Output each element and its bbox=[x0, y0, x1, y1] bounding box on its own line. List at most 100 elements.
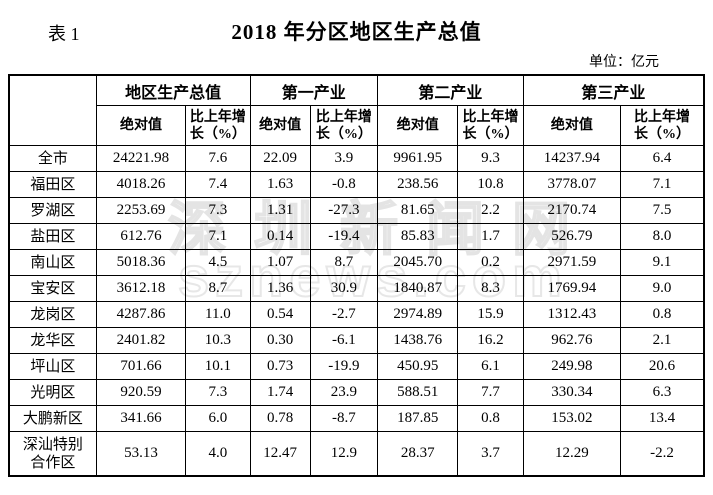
region-label: 坪山区 bbox=[8, 353, 97, 380]
sub-header-growth: 比上年增长（%） bbox=[185, 105, 251, 146]
value-cell: 28.37 bbox=[377, 431, 459, 477]
value-cell: 5018.36 bbox=[95, 249, 187, 276]
value-cell: 4.5 bbox=[185, 249, 251, 276]
region-label: 罗湖区 bbox=[8, 197, 97, 224]
value-cell: 8.3 bbox=[457, 275, 524, 302]
value-cell: 6.0 bbox=[185, 405, 251, 432]
value-cell: 4.0 bbox=[185, 431, 251, 477]
value-cell: -2.7 bbox=[309, 301, 379, 328]
value-cell: 81.65 bbox=[377, 197, 459, 224]
table-row: 龙华区 2401.82 10.3 0.30 -6.1 1438.76 16.2 962.76 2… bbox=[8, 327, 705, 354]
value-cell: 8.7 bbox=[185, 275, 251, 302]
value-cell: 10.1 bbox=[185, 353, 251, 380]
value-cell: 1312.43 bbox=[522, 301, 622, 328]
unit-label: 单位：亿元 bbox=[589, 55, 659, 70]
value-cell: 1840.87 bbox=[377, 275, 459, 302]
value-cell: 9.1 bbox=[620, 249, 705, 276]
value-cell: -6.1 bbox=[309, 327, 379, 354]
region-label: 福田区 bbox=[8, 171, 97, 198]
value-cell: 9.3 bbox=[457, 145, 524, 172]
group-header-0: 地区生产总值 bbox=[95, 74, 251, 106]
sub-header-absolute: 绝对值 bbox=[522, 105, 622, 146]
table-row: 深汕特别合作区 53.13 4.0 12.47 12.9 28.37 3.7 12.29 -2.… bbox=[8, 431, 705, 477]
sub-header-growth: 比上年增长（%） bbox=[309, 105, 379, 146]
value-cell: 1.7 bbox=[457, 223, 524, 250]
table-row: 全市 24221.98 7.6 22.09 3.9 9961.95 9.3 14237.94 6… bbox=[8, 145, 705, 172]
region-label: 光明区 bbox=[8, 379, 97, 406]
value-cell: 238.56 bbox=[377, 171, 459, 198]
value-cell: 3.7 bbox=[457, 431, 524, 477]
value-cell: 12.47 bbox=[249, 431, 311, 477]
table-row: 宝安区 3612.18 8.7 1.36 30.9 1840.87 8.3 1769.94 9.… bbox=[8, 275, 705, 302]
table-row: 坪山区 701.66 10.1 0.73 -19.9 450.95 6.1 249.98 20.… bbox=[8, 353, 705, 380]
value-cell: 0.8 bbox=[457, 405, 524, 432]
value-cell: 9961.95 bbox=[377, 145, 459, 172]
group-header-1: 第一产业 bbox=[249, 74, 379, 106]
region-label: 龙华区 bbox=[8, 327, 97, 354]
value-cell: 4018.26 bbox=[95, 171, 187, 198]
value-cell: 7.3 bbox=[185, 379, 251, 406]
value-cell: 1438.76 bbox=[377, 327, 459, 354]
value-cell: 12.29 bbox=[522, 431, 622, 477]
value-cell: -19.4 bbox=[309, 223, 379, 250]
table-row: 福田区 4018.26 7.4 1.63 -0.8 238.56 10.8 3778.07 7.… bbox=[8, 171, 705, 198]
value-cell: 249.98 bbox=[522, 353, 622, 380]
value-cell: 612.76 bbox=[95, 223, 187, 250]
value-cell: 10.8 bbox=[457, 171, 524, 198]
value-cell: 6.1 bbox=[457, 353, 524, 380]
corner-cell bbox=[8, 74, 97, 146]
value-cell: 341.66 bbox=[95, 405, 187, 432]
value-cell: 330.34 bbox=[522, 379, 622, 406]
sub-header-absolute: 绝对值 bbox=[377, 105, 459, 146]
value-cell: 2971.59 bbox=[522, 249, 622, 276]
value-cell: 13.4 bbox=[620, 405, 705, 432]
value-cell: 53.13 bbox=[95, 431, 187, 477]
value-cell: 1.74 bbox=[249, 379, 311, 406]
sub-header-growth: 比上年增长（%） bbox=[620, 105, 705, 146]
value-cell: 2.2 bbox=[457, 197, 524, 224]
value-cell: 588.51 bbox=[377, 379, 459, 406]
value-cell: 1.31 bbox=[249, 197, 311, 224]
value-cell: 7.6 bbox=[185, 145, 251, 172]
value-cell: 3.9 bbox=[309, 145, 379, 172]
table-row: 罗湖区 2253.69 7.3 1.31 -27.3 81.65 2.2 2170.74 7.5 bbox=[8, 197, 705, 224]
value-cell: 2401.82 bbox=[95, 327, 187, 354]
value-cell: 0.54 bbox=[249, 301, 311, 328]
value-cell: 1769.94 bbox=[522, 275, 622, 302]
value-cell: 2974.89 bbox=[377, 301, 459, 328]
gdp-table: 地区生产总值 第一产业 第二产业 第三产业 绝对值 比上年增长（%） 绝对值 比上年增长（%… bbox=[8, 74, 705, 477]
table-group-header-row: 地区生产总值 第一产业 第二产业 第三产业 bbox=[8, 74, 705, 146]
value-cell: -27.3 bbox=[309, 197, 379, 224]
value-cell: 24221.98 bbox=[95, 145, 187, 172]
value-cell: 3612.18 bbox=[95, 275, 187, 302]
value-cell: 85.83 bbox=[377, 223, 459, 250]
sub-header-absolute: 绝对值 bbox=[95, 105, 187, 146]
value-cell: 7.4 bbox=[185, 171, 251, 198]
value-cell: 2170.74 bbox=[522, 197, 622, 224]
value-cell: 7.1 bbox=[185, 223, 251, 250]
value-cell: 7.1 bbox=[620, 171, 705, 198]
value-cell: 4287.86 bbox=[95, 301, 187, 328]
value-cell: 1.07 bbox=[249, 249, 311, 276]
title-bar: 表 1 2018 年分区地区生产总值 bbox=[0, 0, 713, 50]
page-title: 2018 年分区地区生产总值 bbox=[231, 20, 482, 44]
region-label: 宝安区 bbox=[8, 275, 97, 302]
value-cell: 23.9 bbox=[309, 379, 379, 406]
table-sub-header-row: 绝对值 比上年增长（%） 绝对值 比上年增长（%） 绝对值 比上年增长（%） 绝对值 比上年增… bbox=[9, 105, 705, 146]
group-header-3: 第三产业 bbox=[522, 74, 705, 106]
value-cell: 0.8 bbox=[620, 301, 705, 328]
table-body: 全市 24221.98 7.6 22.09 3.9 9961.95 9.3 14237.94 6… bbox=[8, 145, 705, 477]
region-label: 大鹏新区 bbox=[8, 405, 97, 432]
value-cell: 701.66 bbox=[95, 353, 187, 380]
value-cell: 3778.07 bbox=[522, 171, 622, 198]
value-cell: -19.9 bbox=[309, 353, 379, 380]
table-number-label: 表 1 bbox=[48, 24, 80, 44]
value-cell: 9.0 bbox=[620, 275, 705, 302]
sub-header-growth: 比上年增长（%） bbox=[457, 105, 524, 146]
region-label: 盐田区 bbox=[8, 223, 97, 250]
value-cell: 962.76 bbox=[522, 327, 622, 354]
region-label: 南山区 bbox=[8, 249, 97, 276]
table-row: 大鹏新区 341.66 6.0 0.78 -8.7 187.85 0.8 153.02 13.4 bbox=[8, 405, 705, 432]
table-row: 光明区 920.59 7.3 1.74 23.9 588.51 7.7 330.34 6.3 bbox=[8, 379, 705, 406]
